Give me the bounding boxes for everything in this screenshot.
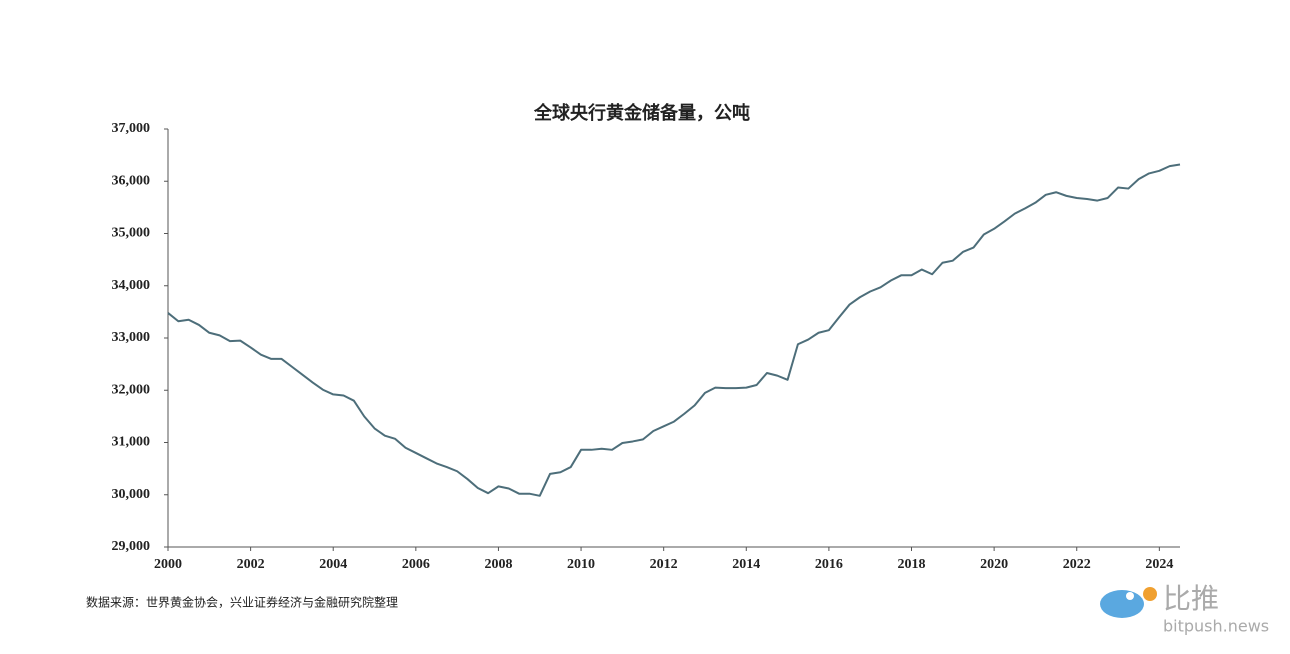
x-tick-label: 2010 (567, 557, 595, 572)
x-tick-label: 2018 (898, 557, 926, 572)
logo-bird (1100, 590, 1144, 618)
chart-title: 全球央行黄金储备量，公吨 (533, 102, 750, 124)
x-tick-label: 2022 (1063, 557, 1091, 572)
y-tick-label: 33,000 (112, 330, 151, 345)
watermark-site: bitpush.news (1163, 617, 1269, 636)
x-tick-label: 2008 (484, 557, 512, 572)
x-tick-label: 2024 (1145, 557, 1173, 572)
x-tick-label: 2012 (650, 557, 678, 572)
y-tick-label: 32,000 (112, 382, 151, 397)
x-tick-label: 2016 (815, 557, 843, 572)
logo-coin (1143, 587, 1157, 601)
x-tick-label: 2004 (319, 557, 347, 572)
y-tick-label: 31,000 (112, 435, 151, 450)
y-tick-label: 37,000 (112, 121, 151, 136)
x-tick-label: 2002 (237, 557, 265, 572)
x-tick-label: 2000 (154, 557, 182, 572)
x-tick-label: 2020 (980, 557, 1008, 572)
y-tick-label: 34,000 (112, 278, 151, 293)
y-tick-label: 30,000 (112, 487, 151, 502)
source-note: 数据来源：世界黄金协会，兴业证券经济与金融研究院整理 (86, 595, 398, 610)
watermark-logo (1100, 587, 1157, 618)
y-tick-label: 36,000 (112, 173, 151, 188)
x-tick-label: 2006 (402, 557, 430, 572)
y-tick-label: 29,000 (112, 539, 151, 554)
y-tick-label: 35,000 (112, 226, 151, 241)
watermark-brand: 比推 (1163, 582, 1219, 615)
data-line (167, 163, 1181, 497)
logo-eye (1126, 592, 1134, 600)
x-tick-label: 2014 (732, 557, 760, 572)
